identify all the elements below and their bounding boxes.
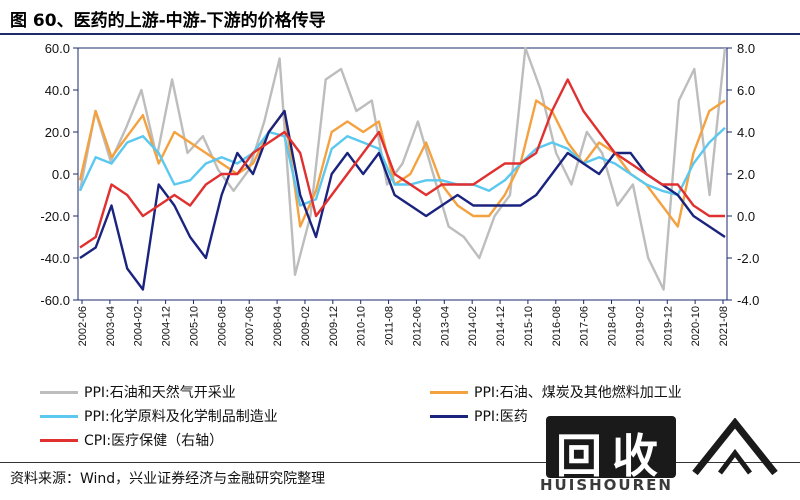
x-tick-label: 2021-08 (718, 306, 730, 346)
x-tick-label: 2010-10 (356, 306, 368, 346)
legend-label: PPI:化学原料及化学制品制造业 (84, 409, 278, 425)
x-tick-label: 2013-04 (439, 306, 451, 346)
watermark: 回 收 HUISHOUREN (540, 392, 790, 498)
x-tick-label: 2018-04 (607, 306, 619, 346)
x-tick-label: 2015-10 (523, 306, 535, 346)
x-tick-label: 2019-12 (662, 306, 674, 346)
series-line (78, 46, 727, 291)
page-title: 图 60、医药的上游-中游-下游的价格传导 (10, 11, 326, 31)
watermark-logo-icon (692, 418, 778, 476)
watermark-glyph: 收 (612, 429, 658, 483)
x-tick-label: 2017-06 (579, 306, 591, 346)
x-tick-label: 2012-06 (411, 306, 423, 346)
source-rule (0, 462, 800, 463)
legend-swatch (430, 414, 468, 418)
x-tick-label: 2003-04 (105, 306, 117, 346)
legend-swatch (40, 390, 78, 394)
x-tick-label: 2016-08 (551, 306, 563, 346)
series-line (79, 109, 726, 291)
x-tick-label: 2008-04 (272, 306, 284, 346)
x-tick-label: 2011-08 (384, 306, 396, 346)
y-right-tick-label: 2.0 (737, 167, 755, 182)
x-tick-label: 2019-02 (634, 306, 646, 346)
y-left-tick-label: 60.0 (45, 41, 70, 56)
legend-label: PPI:石油和天然气开采业 (84, 385, 236, 401)
legend-label: PPI:石油、煤炭及其他燃料加工业 (474, 385, 682, 401)
legend-item: PPI:化学原料及化学制品制造业 (40, 406, 278, 426)
legend-swatch (430, 390, 468, 394)
legend-swatch (40, 438, 78, 442)
y-right-tick-label: -4.0 (737, 293, 759, 308)
y-right-tick-label: 6.0 (737, 83, 755, 98)
x-tick-label: 2004-02 (133, 306, 145, 346)
y-left-tick-label: 0.0 (52, 167, 70, 182)
x-tick-label: 2020-10 (690, 306, 702, 346)
y-right-tick-label: 4.0 (737, 125, 755, 140)
title-rule (0, 33, 800, 35)
watermark-box (546, 416, 676, 478)
legend-label: CPI:医疗保健（右轴） (84, 433, 224, 449)
x-tick-label: 2005-10 (188, 306, 200, 346)
legend-item: PPI:石油和天然气开采业 (40, 382, 236, 402)
y-left-tick-label: 40.0 (45, 83, 70, 98)
x-tick-label: 2006-08 (216, 306, 228, 346)
legend-label: PPI:医药 (474, 409, 528, 425)
source-note: 资料来源：Wind，兴业证券经济与金融研究院整理 (10, 471, 326, 487)
chart-svg: 60.0 40.0 20.0 0.0 -20.0 -40.0 -60.0 8.0 6.0 4.0 2… (40, 41, 759, 346)
x-tick-label: 2007-06 (244, 306, 256, 346)
y-right-tick-label: 0.0 (737, 209, 755, 224)
chart-axes: 60.0 40.0 20.0 0.0 -20.0 -40.0 -60.0 8.0 6.0 4.0 2… (40, 41, 759, 346)
y-right-tick-label: -2.0 (737, 251, 759, 266)
legend-item: PPI:石油、煤炭及其他燃料加工业 (430, 382, 682, 402)
x-tick-label: 2014-02 (467, 306, 479, 346)
y-left-tick-label: -40.0 (40, 251, 70, 266)
legend-item: CPI:医疗保健（右轴） (40, 430, 223, 450)
x-tick-label: 2014-12 (495, 306, 507, 346)
x-tick-label: 2002-06 (77, 306, 89, 346)
series-line (79, 78, 725, 249)
y-left-tick-label: -20.0 (40, 209, 70, 224)
y-left-tick-label: -60.0 (40, 293, 70, 308)
legend-item: PPI:医药 (430, 406, 528, 426)
y-left-tick-label: 20.0 (45, 125, 70, 140)
watermark-text: HUISHOUREN (540, 476, 673, 494)
chart-series (78, 46, 727, 291)
x-tick-label: 2004-12 (161, 306, 173, 346)
legend: PPI:石油和天然气开采业 PPI:石油、煤炭及其他燃料加工业 PPI:化学原料… (40, 382, 770, 456)
legend-swatch (40, 414, 78, 418)
x-tick-label: 2009-02 (300, 306, 312, 346)
x-tick-label: 2009-12 (328, 306, 340, 346)
series-line (78, 126, 726, 207)
watermark-glyph: 回 (556, 429, 602, 483)
y-right-tick-label: 8.0 (737, 41, 755, 56)
